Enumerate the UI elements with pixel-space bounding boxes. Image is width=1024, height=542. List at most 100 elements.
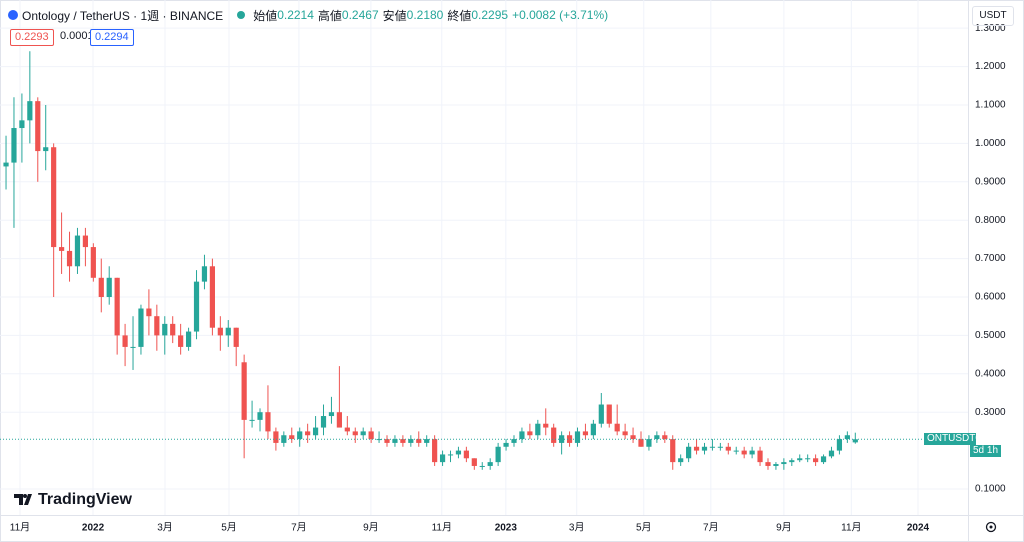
candle-body [447,454,454,456]
y-tick-label: 0.3000 [975,407,1006,418]
x-tick-label: 7月 [703,522,719,534]
candle-body [3,162,9,167]
candle-body [432,439,438,463]
candle-body [439,454,446,463]
candle-body [820,456,827,463]
candle-body [368,431,374,440]
candle-body [233,327,239,347]
candle-body [670,439,676,463]
candle-body [51,147,57,248]
candle-body [813,458,819,463]
candle-body [622,431,628,436]
candle-body [185,331,192,347]
candle-body [328,412,335,417]
x-tick-label: 11月 [841,522,861,534]
candle-body [487,462,493,466]
countdown: 5d 1h [970,445,1002,458]
candle-body [686,446,692,459]
candle-body [495,446,501,463]
candle-body [297,431,303,440]
candle-body [765,462,771,466]
ohlc-value: 0.2467 [341,8,379,22]
candle-body [58,247,65,251]
candle-body [709,446,716,448]
candle-body [646,439,652,447]
ohlc-label: 終値 [447,8,472,23]
candle-body [162,323,168,336]
candle-body [11,128,17,163]
candle-body [201,266,208,282]
y-tick-label: 0.1000 [975,484,1006,495]
symbol-title[interactable]: Ontology / TetherUS · 1週 · BINANCE [22,8,224,23]
candle-body [638,439,644,447]
x-tick-label: 11月 [432,522,452,534]
candle-body [19,120,25,129]
currency-button[interactable]: USDT [972,6,1014,26]
candle-body [225,327,231,336]
candle-body [574,431,581,443]
y-tick-label: 0.9000 [975,176,1006,187]
x-tick-label: 5月 [221,522,237,534]
ohlc-value: 0.2180 [406,8,444,22]
candle-body [312,427,319,436]
ohlc-value: 0.2214 [277,8,314,22]
candle-body [154,316,160,336]
candle-body [797,458,803,461]
bid-button[interactable]: 0.2293 [10,29,54,46]
candle-body [741,450,747,455]
candle-body [551,427,557,443]
candle-body [265,412,271,432]
candle-body [344,427,350,432]
symbol: ONTUSDT [927,433,976,445]
x-tick-label: 5月 [636,522,652,534]
candle-body [701,446,708,451]
logo [14,494,32,505]
x-tick-label: 3月 [157,522,173,534]
candle-body [178,335,184,347]
candle-body [392,439,398,443]
candle-body [336,412,342,428]
last-price: 0.2295 [975,433,1006,445]
y-tick-label: 1.2000 [975,61,1006,72]
candle-body [424,439,430,443]
candle-body [582,431,589,436]
candle-body [590,423,596,436]
x-tick-label: 7月 [291,522,307,534]
x-tick-label: 9月 [776,522,792,534]
candle-body [773,464,779,466]
ohlc-label: 安値 [382,8,407,23]
candle-body [320,416,327,428]
settings-icon[interactable] [985,521,997,533]
candle-body [503,442,509,447]
candle-body [725,446,731,451]
candle-body [678,458,684,463]
candle-body [249,419,255,421]
y-tick-label: 0.8000 [975,215,1006,226]
x-tick-label: 2023 [495,523,518,534]
candle-body [122,335,128,347]
candle-body [376,439,382,441]
candle-body [384,439,390,443]
y-tick-label: 1.3000 [975,23,1006,34]
candle-body [241,362,247,420]
x-tick-label: 2022 [82,523,105,534]
candle-body [74,235,81,267]
candle-body [543,423,549,428]
candle-body [289,435,295,440]
candle-body [106,277,112,297]
candle-body [305,431,311,436]
spread: 0.0001 [56,29,98,44]
candle-body [27,101,33,121]
ask-button[interactable]: 0.2294 [90,29,134,46]
candle-body [511,439,517,443]
candle-body [66,250,73,267]
ohlc-label: 高値 [317,8,342,23]
candle-body [717,446,723,448]
candle-body [463,450,469,459]
candle-body [281,435,287,443]
candle-body [654,435,660,440]
y-tick-label: 0.6000 [975,292,1006,303]
